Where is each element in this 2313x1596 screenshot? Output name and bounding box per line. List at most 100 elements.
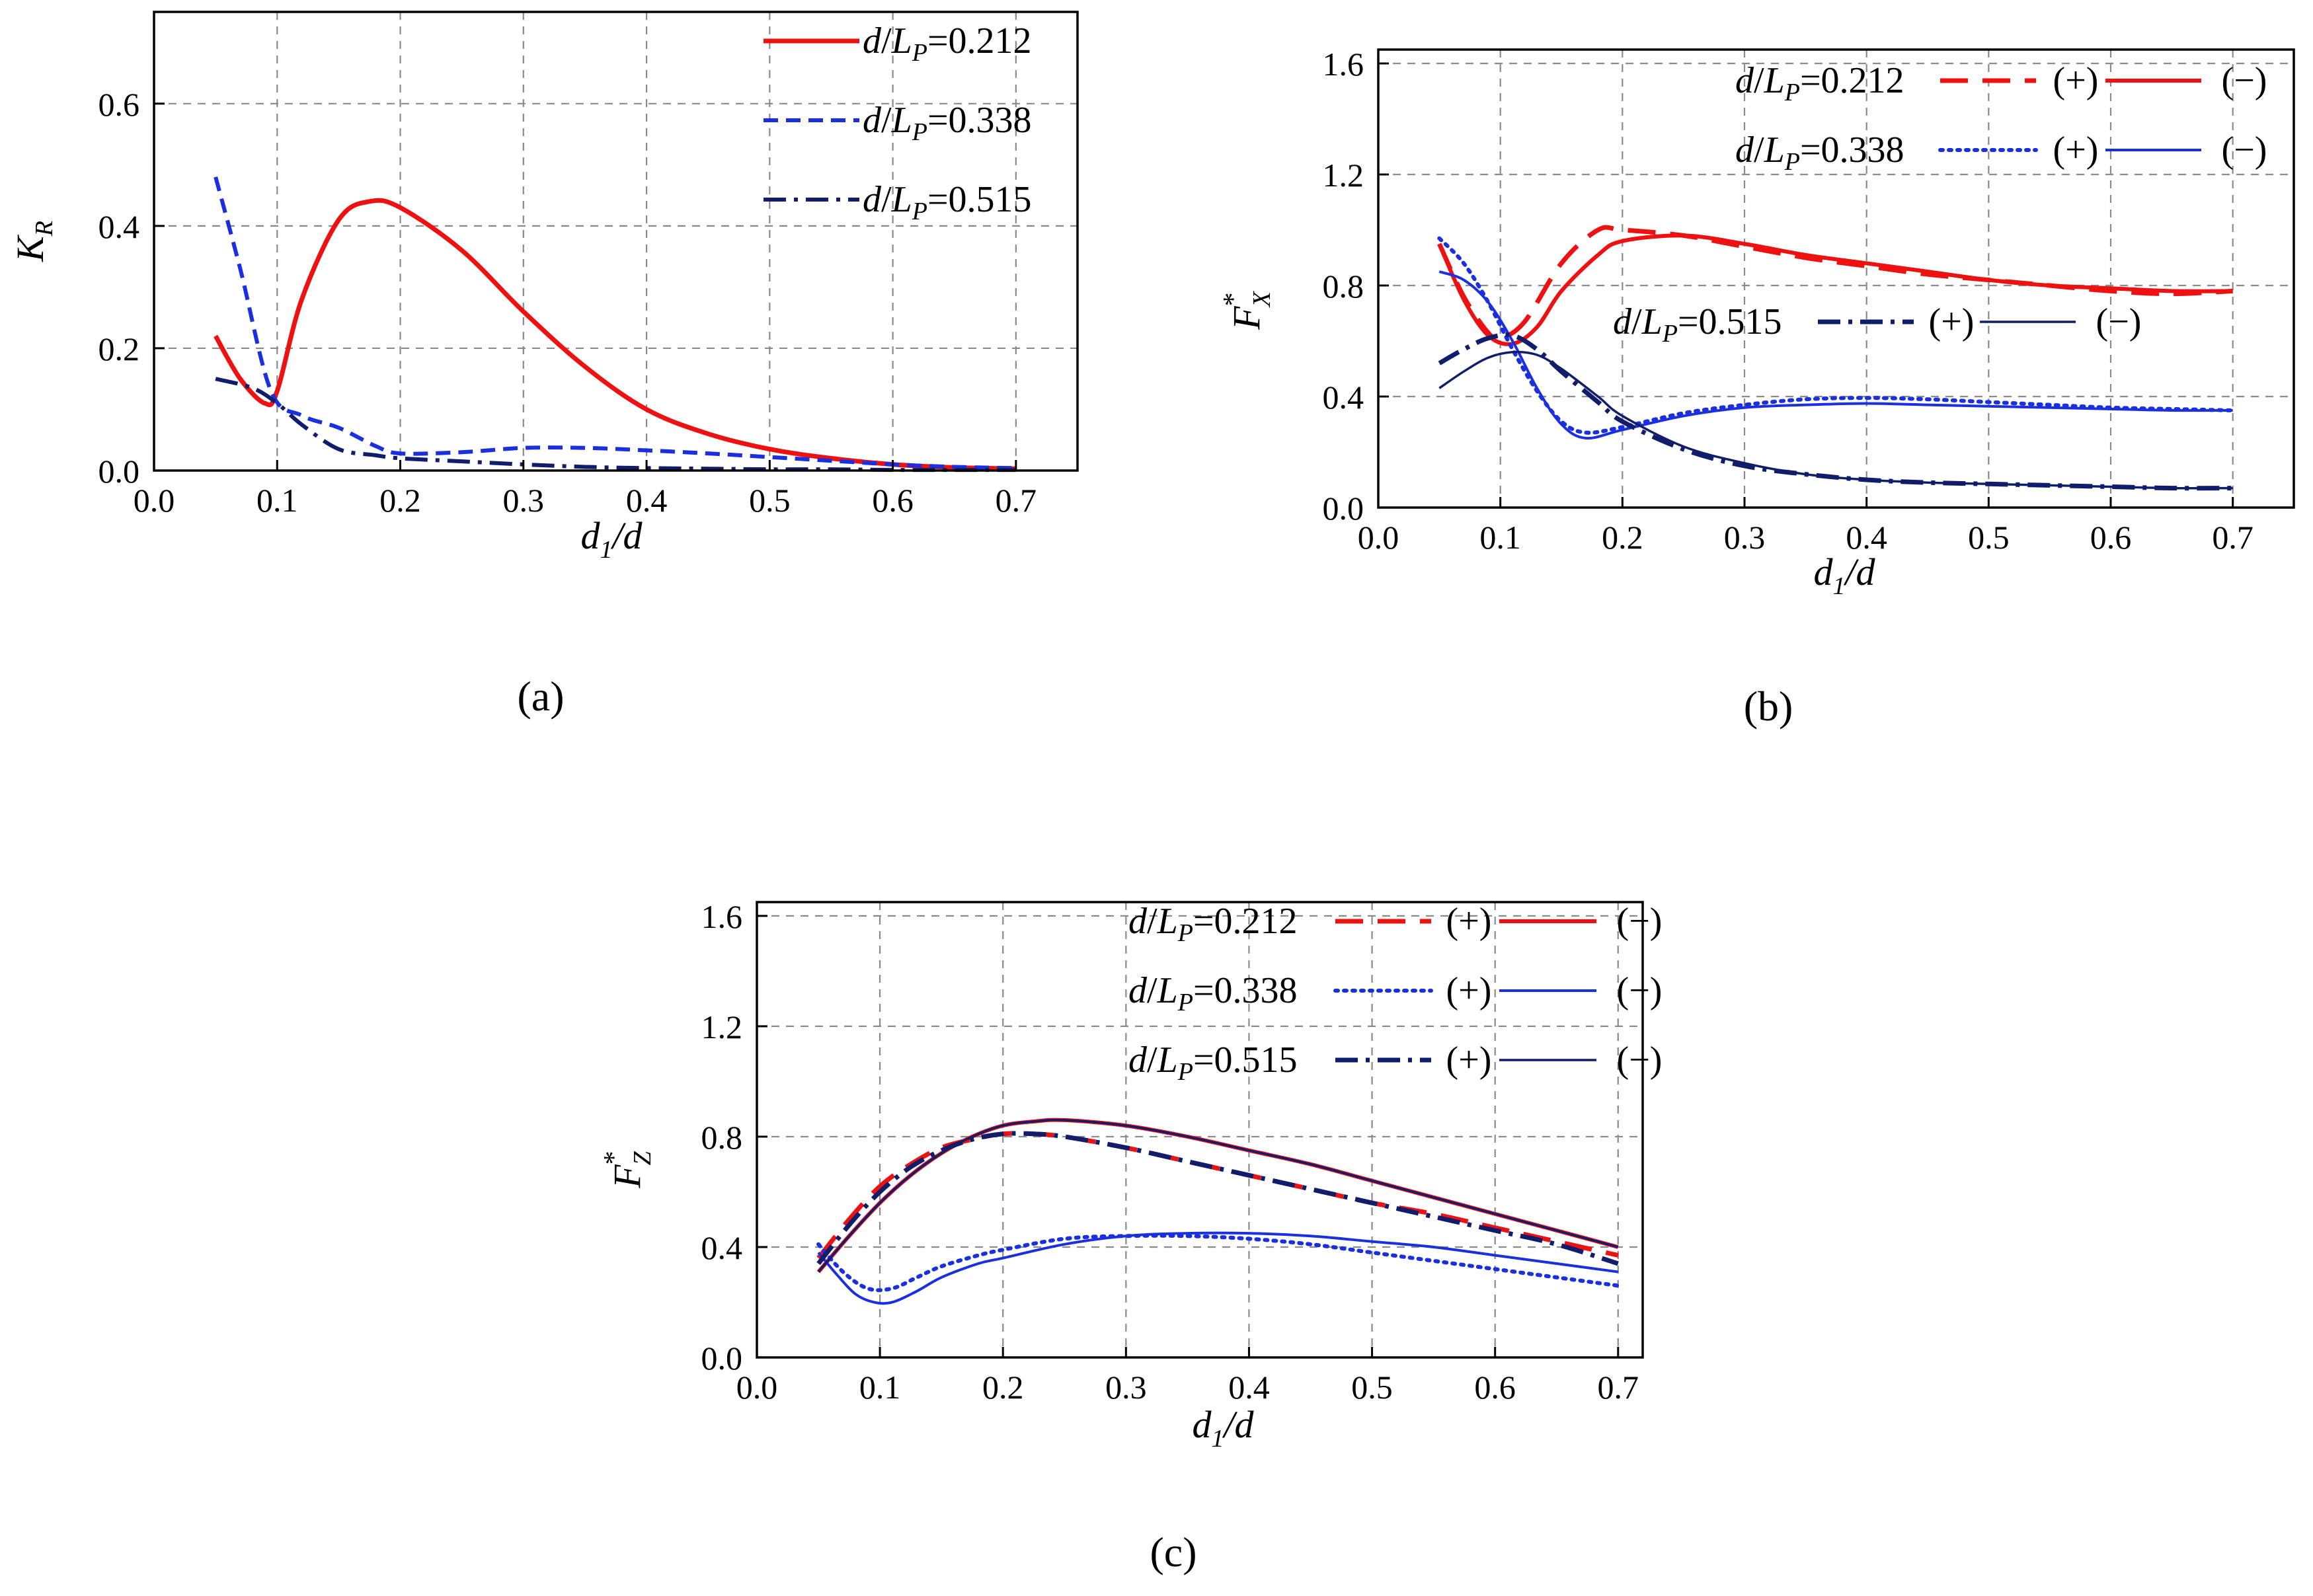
x-tick-label: 0.3 bbox=[1724, 519, 1766, 556]
series-line-3 bbox=[817, 1231, 1619, 1305]
plot-frame bbox=[756, 901, 1644, 1359]
legend-p: P bbox=[912, 39, 927, 67]
legend-plus-label: (+) bbox=[2053, 130, 2099, 171]
legend-slash: / bbox=[1631, 301, 1642, 342]
series-line-2 bbox=[1437, 236, 2235, 435]
y-label-main: F bbox=[1225, 306, 1268, 330]
legend-p: P bbox=[1662, 320, 1678, 348]
legend-value: 0.338 bbox=[1821, 130, 1904, 171]
x-tick-label: 0.1 bbox=[256, 482, 298, 519]
legend-eq: = bbox=[1193, 1040, 1214, 1081]
y-axis-label: F*X bbox=[1218, 290, 1276, 330]
y-axis-label: F*Z bbox=[599, 1151, 656, 1188]
x-tick-label: 0.7 bbox=[1598, 1369, 1639, 1406]
series-line-1 bbox=[1437, 233, 2233, 346]
legend-eq: = bbox=[927, 100, 949, 141]
panel-caption: (a) bbox=[517, 673, 564, 720]
chart-panel-b: 0.0 0.1 0.2 0.3 0.4 0.5 0.6 0.7 0.0 0.4 0.8 1.2 1.6 d… bbox=[1218, 46, 2295, 730]
legend-plus-label: (+) bbox=[1446, 970, 1492, 1011]
x-axis-label: d1/d bbox=[1192, 1403, 1254, 1453]
legend-slash: / bbox=[1754, 130, 1764, 171]
legend-slash: / bbox=[1147, 970, 1157, 1011]
legend-label: d/LP=0.515 bbox=[1613, 301, 1782, 348]
y-axis-label-group: KR bbox=[9, 221, 58, 262]
legend-l: L bbox=[1157, 970, 1178, 1011]
y-tick-label: 1.2 bbox=[701, 1008, 743, 1045]
legend-minus-label: (−) bbox=[1617, 1040, 1663, 1081]
series-line-4 bbox=[816, 1131, 1619, 1266]
x-label-tail: /d bbox=[1222, 1403, 1254, 1446]
legend-p: P bbox=[912, 198, 927, 225]
y-tick-label: 1.6 bbox=[1323, 46, 1364, 83]
legend-d: d bbox=[1128, 970, 1148, 1011]
legend-label: d/LP=0.338 bbox=[1735, 130, 1904, 176]
legend-slash: / bbox=[881, 20, 892, 61]
chart-panel-c: 0.0 0.1 0.2 0.3 0.4 0.5 0.6 0.7 0.0 0.4 0.8 1.2 1.6 d… bbox=[599, 898, 1662, 1576]
x-label-sub: 1 bbox=[1832, 572, 1845, 600]
legend-p: P bbox=[1784, 79, 1800, 106]
legend-value: 0.515 bbox=[1699, 301, 1782, 342]
x-tick-label: 0.4 bbox=[1228, 1369, 1270, 1406]
series-line-2 bbox=[816, 1233, 1620, 1293]
y-tick-label: 0.0 bbox=[98, 453, 140, 490]
legend-label: d/LP=0.515 bbox=[1128, 1040, 1298, 1086]
x-tick-label: 0.3 bbox=[1105, 1369, 1147, 1406]
y-tick-label: 0.8 bbox=[701, 1119, 743, 1156]
legend-value: 0.212 bbox=[1821, 60, 1904, 101]
y-label-sup: * bbox=[1218, 293, 1249, 307]
legend-label: d/LP=0.212 bbox=[863, 20, 1032, 67]
x-tick-label: 0.6 bbox=[1474, 1369, 1516, 1406]
y-tick-label: 0.4 bbox=[1323, 379, 1364, 416]
x-label-main: d bbox=[580, 514, 600, 557]
legend-l: L bbox=[1764, 130, 1785, 171]
y-tick-label: 0.4 bbox=[701, 1229, 743, 1266]
legend-p: P bbox=[1177, 989, 1193, 1016]
legend-label: d/LP=0.515 bbox=[863, 179, 1032, 225]
legend-eq: = bbox=[1193, 901, 1214, 942]
legend-p: P bbox=[912, 118, 927, 146]
legend-slash: / bbox=[1147, 1040, 1157, 1081]
legend-label: d/LP=0.212 bbox=[1128, 901, 1298, 947]
series-line-4 bbox=[1438, 332, 2233, 491]
legend-minus-label: (−) bbox=[1617, 970, 1663, 1011]
legend-minus-label: (−) bbox=[2222, 60, 2267, 101]
legend-l: L bbox=[1157, 1040, 1178, 1081]
y-tick-label: 0.8 bbox=[1323, 268, 1364, 305]
y-axis-label-group: F*X bbox=[1218, 290, 1276, 330]
x-tick-label: 0.2 bbox=[379, 482, 421, 519]
legend-plus-label: (+) bbox=[1446, 1040, 1492, 1081]
legend-value: 0.212 bbox=[949, 20, 1032, 61]
panel-caption: (b) bbox=[1744, 683, 1793, 730]
legend-d: d bbox=[863, 100, 882, 141]
legend-l: L bbox=[891, 100, 912, 141]
x-axis-label: d1/d bbox=[1813, 551, 1875, 600]
chart-panel-a: 0.0 0.1 0.2 0.3 0.4 0.5 0.6 0.70.00.20.40.6d1/d… bbox=[9, 11, 1079, 720]
legend-d: d bbox=[863, 20, 882, 61]
y-tick-label: 0.0 bbox=[1323, 490, 1364, 527]
legend-plus-label: (+) bbox=[1929, 301, 1975, 342]
legend-value: 0.338 bbox=[1214, 970, 1298, 1011]
x-tick-label: 0.7 bbox=[2212, 519, 2254, 556]
legend-label: d/LP=0.338 bbox=[863, 100, 1032, 146]
y-axis-label: KR bbox=[9, 221, 58, 262]
x-tick-label: 0.5 bbox=[1351, 1369, 1393, 1406]
legend-l: L bbox=[891, 179, 912, 220]
x-tick-label: 0.0 bbox=[736, 1369, 778, 1406]
x-tick-label: 0.1 bbox=[859, 1369, 901, 1406]
x-label-main: d bbox=[1192, 1403, 1212, 1446]
y-tick-label: 0.2 bbox=[98, 330, 140, 367]
series-line-5 bbox=[817, 1118, 1619, 1273]
series-line-1 bbox=[214, 176, 1016, 471]
legend-d: d bbox=[1735, 130, 1754, 171]
legend-eq: = bbox=[1678, 301, 1699, 342]
legend-eq: = bbox=[927, 179, 949, 220]
legend-l: L bbox=[1157, 901, 1178, 942]
legend-label: d/LP=0.212 bbox=[1735, 60, 1904, 106]
legend-d: d bbox=[1613, 301, 1632, 342]
x-tick-label: 0.6 bbox=[872, 482, 914, 519]
y-label-main: K bbox=[9, 234, 52, 262]
y-tick-label: 0.6 bbox=[98, 86, 140, 123]
legend-l: L bbox=[891, 20, 912, 61]
panel-caption: (c) bbox=[1150, 1529, 1196, 1576]
legend-slash: / bbox=[881, 179, 892, 220]
